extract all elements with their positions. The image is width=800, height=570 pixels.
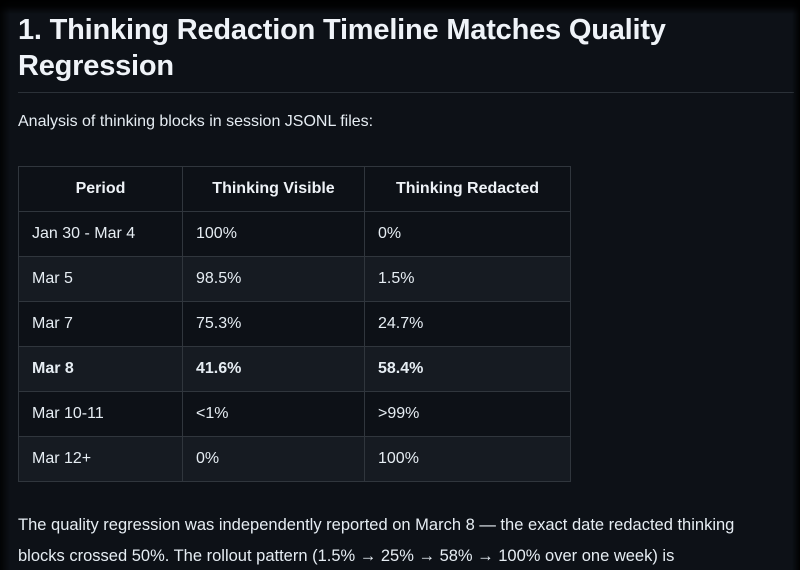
cell-visible: <1% <box>182 391 365 437</box>
cell-period: Mar 7 <box>18 301 183 347</box>
page-title: 1. Thinking Redaction Timeline Matches Q… <box>18 12 794 93</box>
column-header-thinking-visible: Thinking Visible <box>182 166 365 212</box>
table-row: Mar 5 98.5% 1.5% <box>18 256 571 302</box>
cell-period: Mar 10-11 <box>18 391 183 437</box>
cell-visible: 100% <box>182 211 365 257</box>
table-row-emphasized: Mar 8 41.6% 58.4% <box>18 346 571 392</box>
cell-period: Mar 5 <box>18 256 183 302</box>
table-row: Mar 10-11 <1% >99% <box>18 391 571 437</box>
table-row: Mar 7 75.3% 24.7% <box>18 301 571 347</box>
column-header-period: Period <box>18 166 183 212</box>
cell-redacted: 1.5% <box>364 256 571 302</box>
cell-visible: 0% <box>182 436 365 482</box>
cell-period: Jan 30 - Mar 4 <box>18 211 183 257</box>
cell-visible: 41.6% <box>182 346 365 392</box>
intro-text: Analysis of thinking blocks in session J… <box>18 113 374 130</box>
table-row: Jan 30 - Mar 4 100% 0% <box>18 211 571 257</box>
cell-visible: 98.5% <box>182 256 365 302</box>
cell-redacted: 100% <box>364 436 571 482</box>
cell-redacted: 24.7% <box>364 301 571 347</box>
cell-visible: 75.3% <box>182 301 365 347</box>
cell-redacted: >99% <box>364 391 571 437</box>
cell-period: Mar 8 <box>18 346 183 392</box>
redaction-timeline-table: Period Thinking Visible Thinking Redacte… <box>18 166 571 482</box>
cell-redacted: 58.4% <box>364 346 571 392</box>
table-row: Mar 12+ 0% 100% <box>18 436 571 482</box>
summary-text: The quality regression was independently… <box>18 516 735 565</box>
cell-redacted: 0% <box>364 211 571 257</box>
table-header-row: Period Thinking Visible Thinking Redacte… <box>18 166 571 212</box>
column-header-thinking-redacted: Thinking Redacted <box>364 166 571 212</box>
cell-period: Mar 12+ <box>18 436 183 482</box>
